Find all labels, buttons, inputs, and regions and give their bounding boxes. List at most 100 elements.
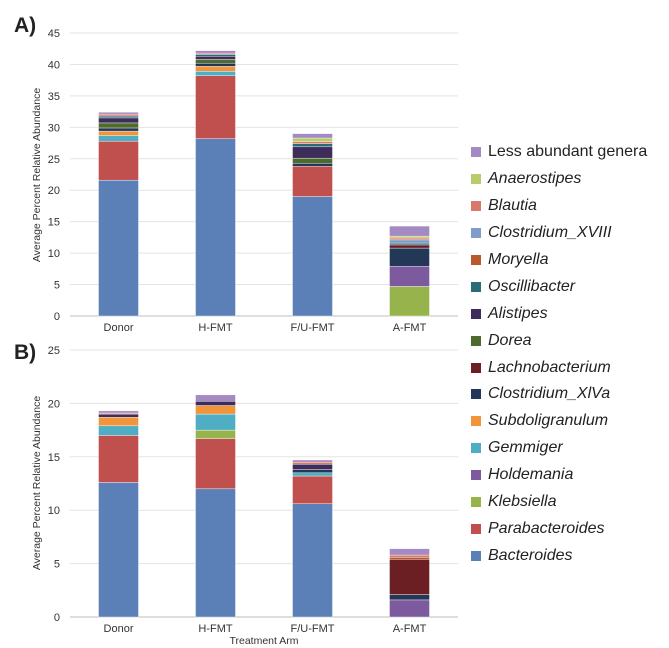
legend-item-blautia: Blautia xyxy=(471,193,647,220)
bar-segment-klebsiella xyxy=(195,429,236,439)
bar-segment-alistipes xyxy=(195,401,236,406)
bar-segment-bacteroides xyxy=(292,503,333,618)
legend-item-moryella: Moryella xyxy=(471,247,647,274)
legend-swatch xyxy=(471,255,481,265)
x-category-label: Donor xyxy=(104,322,134,334)
legend-swatch xyxy=(471,281,481,292)
legend-item-clostridium-xlva: Clostridium_XlVa xyxy=(471,381,647,408)
bar-segment-bacteroides xyxy=(292,196,333,317)
panel-a-label: A) xyxy=(14,14,37,37)
bar-segment-moryella xyxy=(389,556,430,560)
x-category-label: H-FMT xyxy=(198,623,232,635)
bar-segment-subdoligranulum xyxy=(98,417,139,427)
y-tick-label: 0 xyxy=(54,311,60,323)
y-tick-label: 5 xyxy=(54,280,60,292)
bar-segment-clostridium-xlva xyxy=(292,469,333,474)
bar-segment-dorea xyxy=(292,157,333,164)
legend-label: Subdoligranulum xyxy=(488,412,609,430)
bar-segment-blautia xyxy=(98,113,139,117)
bar-segment-parabacteroides xyxy=(98,140,139,181)
legend-item-dorea: Dorea xyxy=(471,327,647,354)
y-tick-label: 25 xyxy=(48,154,60,166)
legend-item-oscillibacter: Oscillibacter xyxy=(471,273,647,300)
bar-segment-clostridium-xlva xyxy=(98,127,139,132)
bar-segment-clostridium-xlva xyxy=(195,62,236,67)
bar-segment-bacteroides xyxy=(98,179,139,317)
bar-segment-parabacteroides xyxy=(195,438,236,490)
legend-swatch xyxy=(471,201,481,212)
bar-segment-alistipes xyxy=(292,464,333,470)
legend-label: Lachnobacterium xyxy=(488,358,611,376)
bar-segment-oscillibacter xyxy=(195,54,236,57)
bar-segment-less-abundant-genera xyxy=(98,410,139,414)
legend-label: Moryella xyxy=(488,251,549,268)
bar-segment-blautia xyxy=(389,237,430,241)
legend-swatch xyxy=(471,389,481,400)
bar-segment-clostridium-xlva xyxy=(292,162,333,167)
bar-segment-blautia xyxy=(292,461,333,465)
x-category-label: F/U-FMT xyxy=(291,623,335,635)
y-tick-label: 0 xyxy=(54,612,60,624)
bar-segment-clostridium-xviii xyxy=(389,239,430,244)
bar-segment-alistipes xyxy=(98,413,139,418)
legend-swatch xyxy=(471,443,481,454)
y-tick-label: 15 xyxy=(48,452,60,464)
y-tick-label: 20 xyxy=(48,398,60,410)
legend-label: Alistipes xyxy=(488,304,548,322)
bar-segment-subdoligranulum xyxy=(195,405,236,415)
legend-swatch xyxy=(471,362,481,373)
legend-swatch xyxy=(471,174,481,185)
legend-item-klebsiella: Klebsiella xyxy=(471,489,647,516)
y-tick-label: 40 xyxy=(48,59,60,71)
bar-segment-oscillibacter xyxy=(292,143,333,148)
bar-segment-dorea xyxy=(195,59,236,64)
bar-segment-holdemania xyxy=(389,266,430,287)
bar-segment-dorea xyxy=(98,122,139,129)
bar-segment-subdoligranulum xyxy=(195,66,236,72)
bar-segment-bacteroides xyxy=(195,138,236,317)
y-tick-label: 20 xyxy=(48,185,60,197)
bar-segment-gemmiger xyxy=(195,71,236,76)
y-tick-label: 30 xyxy=(48,122,60,134)
legend: Less abundant genera Anaerostipes Blautia C… xyxy=(471,139,647,569)
bar-segment-lachnobacterium xyxy=(389,244,430,249)
bar-segment-alistipes xyxy=(292,146,333,159)
legend-swatch xyxy=(471,497,481,508)
legend-label: Holdemania xyxy=(488,466,574,484)
bar-segment-less-abundant-genera xyxy=(292,459,333,463)
legend-label: Blautia xyxy=(488,197,537,215)
legend-item-less-abundant-genera: Less abundant genera xyxy=(471,139,647,166)
legend-label: Oscillibacter xyxy=(488,277,576,295)
y-tick-label: 5 xyxy=(54,559,60,571)
bar-segment-anaerostipes xyxy=(389,235,430,239)
chart-panel-a: 0 5 10 15 20 25 30 35 40 45 Average Percent Relati… xyxy=(31,28,458,334)
y-tick-label: 10 xyxy=(48,248,60,260)
legend-item-bacteroides: Bacteroides xyxy=(471,542,647,569)
bar-segment-parabacteroides xyxy=(292,475,333,504)
legend-label: Anaerostipes xyxy=(488,170,582,188)
y-tick-label: 15 xyxy=(48,217,60,229)
bar-segment-oscillibacter xyxy=(389,242,430,246)
bar-segment-clostridium-xlva xyxy=(389,594,430,601)
legend-item-holdemania: Holdemania xyxy=(471,462,647,489)
legend-item-alistipes: Alistipes xyxy=(471,300,647,327)
bar-segment-parabacteroides xyxy=(195,75,236,139)
legend-label: Less abundant genera xyxy=(488,143,648,161)
legend-swatch xyxy=(471,523,481,534)
legend-item-anaerostipes: Anaerostipes xyxy=(471,166,647,193)
bar-segment-parabacteroides xyxy=(98,435,139,483)
legend-label: Clostridium_XlVa xyxy=(488,385,611,403)
bar-segment-subdoligranulum xyxy=(98,130,139,136)
x-category-label: A-FMT xyxy=(393,322,427,334)
bar-segment-gemmiger xyxy=(98,135,139,142)
bar-segment-alistipes xyxy=(98,117,139,124)
bar-segment-bacteroides xyxy=(98,482,139,618)
legend-swatch xyxy=(471,470,481,481)
bar-segment-alistipes xyxy=(195,56,236,60)
bar-segment-less-abundant-genera xyxy=(292,133,333,139)
bar-segment-parabacteroides xyxy=(292,166,333,197)
bar-segment-clostridium-xlva xyxy=(389,247,430,267)
y-tick-label: 25 xyxy=(48,345,60,357)
legend-item-clostridium-xviii: Clostridium_XVIII xyxy=(471,220,647,247)
